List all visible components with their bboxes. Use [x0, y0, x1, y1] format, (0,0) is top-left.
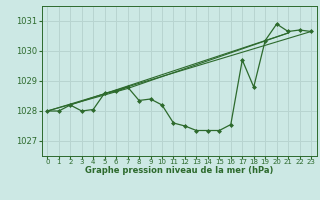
X-axis label: Graphe pression niveau de la mer (hPa): Graphe pression niveau de la mer (hPa)	[85, 166, 273, 175]
